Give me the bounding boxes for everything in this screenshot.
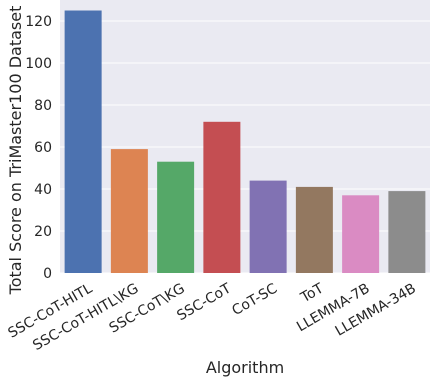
bars [64,10,426,273]
y-tick-label: 0 [43,266,52,282]
x-tick-labels: SSC-CoT-HITLSSC-CoT-HITL\KGSSC-CoT\KGSSC… [5,280,418,354]
bar-llemma-7b [342,195,380,273]
x-tick-label: SSC-CoT [174,280,234,324]
y-axis-label: Total Score on TriMaster100 Dataset [6,6,25,296]
bar-llemma-34b [388,191,426,273]
bar-tot [295,186,333,273]
bar-ssc-cot [203,121,241,273]
bar-ssc-cot-hitl-kg [110,149,148,273]
bar-ssc-cot-kg [157,161,195,273]
y-tick-label: 20 [34,224,52,240]
x-tick-label: ToT [297,280,326,306]
y-tick-label: 60 [34,140,52,156]
x-tick-label: LLEMMA-34B [333,281,419,340]
x-tick-label: CoT-SC [229,280,280,319]
y-tick-label: 80 [34,98,52,114]
y-tick-label: 120 [25,14,52,30]
x-axis-label: Algorithm [206,358,284,377]
y-tick-labels: 0 20 40 60 80 100 120 [25,14,52,282]
y-tick-label: 100 [25,56,52,72]
bar-cot-sc [249,180,287,273]
bar-ssc-cot-hitl [64,10,102,273]
y-tick-label: 40 [34,182,52,198]
